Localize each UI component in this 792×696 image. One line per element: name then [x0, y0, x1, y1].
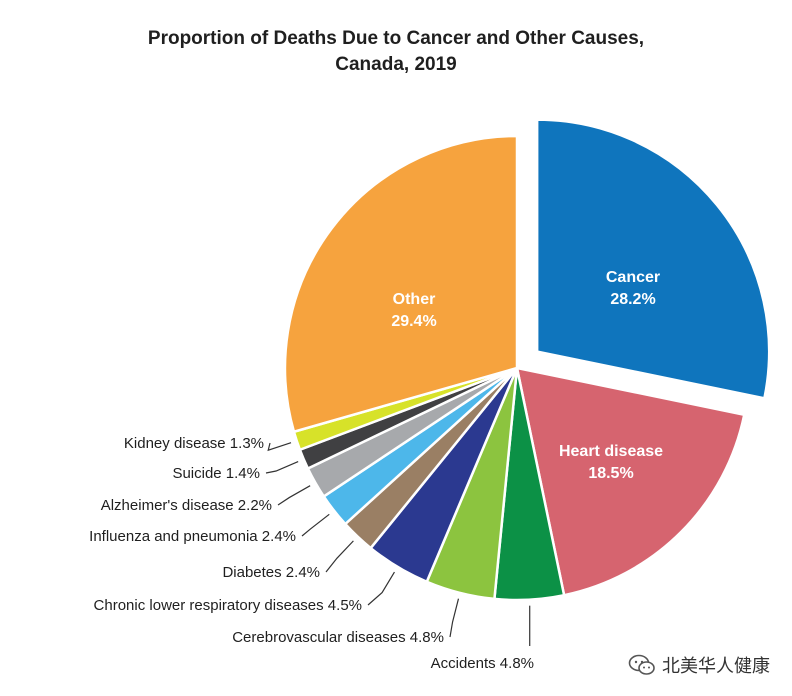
leader-line-alzheimer-s-disease — [277, 485, 311, 506]
leader-line-kidney-disease — [267, 442, 292, 452]
leader-line-diabetes — [325, 540, 354, 573]
slice-label-alzheimer-s-disease: Alzheimer's disease 2.2% — [101, 497, 272, 514]
pie-slices — [283, 118, 771, 602]
slice-label-heart-disease: Heart disease 18.5% — [559, 443, 663, 482]
watermark-text: 北美华人健康 — [662, 656, 770, 677]
watermark: 北美华人健康 — [628, 652, 770, 678]
slice-label-cerebrovascular-diseases: Cerebrovascular diseases 4.8% — [232, 629, 444, 646]
chart-title: Proportion of Deaths Due to Cancer and O… — [0, 26, 792, 78]
pie-slice-heart-disease — [515, 366, 746, 597]
chart-title-line-2: Canada, 2019 — [335, 54, 457, 75]
chart-title-line-1: Proportion of Deaths Due to Cancer and O… — [147, 28, 645, 49]
slice-label-kidney-disease: Kidney disease 1.3% — [124, 435, 264, 452]
leader-line-chronic-lower-respiratory-diseases — [367, 571, 395, 606]
leader-lines — [265, 442, 531, 646]
slice-label-diabetes: Diabetes 2.4% — [222, 564, 320, 581]
leader-line-suicide — [265, 461, 299, 474]
slice-labels: Cancer 28.2% Heart disease 18.5% Accidents 4… — [89, 269, 663, 672]
slice-label-cancer: Cancer 28.2% — [606, 269, 660, 308]
wechat-icon — [628, 654, 655, 675]
slice-label-suicide: Suicide 1.4% — [172, 465, 260, 482]
leader-line-cerebrovascular-diseases — [449, 598, 460, 638]
slice-label-other: Other 29.4% — [391, 291, 436, 330]
slice-label-chronic-lower-respiratory-diseases: Chronic lower respiratory diseases 4.5% — [94, 597, 362, 614]
slice-label-influenza-and-pneumonia: Influenza and pneumonia 2.4% — [89, 528, 296, 545]
pie-slice-cancer — [535, 118, 771, 400]
slice-label-accidents: Accidents 4.8% — [431, 655, 534, 672]
leader-line-influenza-and-pneumonia — [301, 513, 330, 537]
pie-slice-other — [283, 134, 519, 433]
